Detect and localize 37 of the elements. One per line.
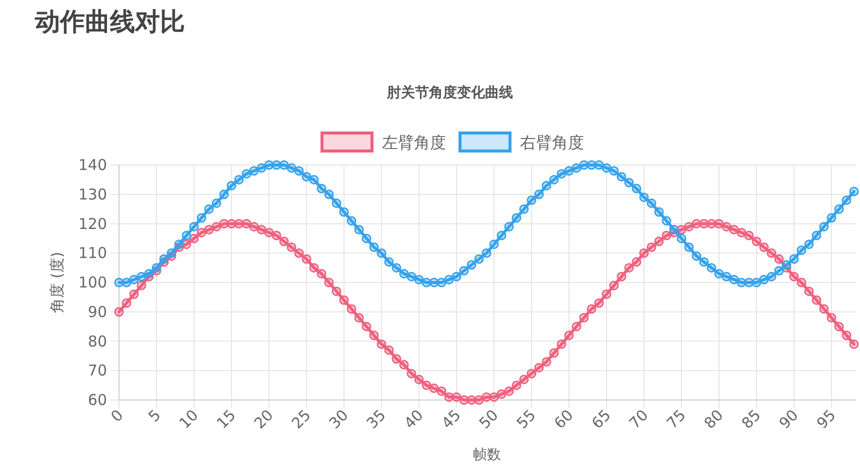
x-tick-label: 95	[813, 406, 840, 432]
y-tick-label: 70	[88, 362, 107, 380]
x-tick-label: 40	[400, 406, 427, 432]
x-tick-label: 75	[663, 406, 690, 432]
x-tick-label: 5	[144, 406, 164, 426]
x-tick-label: 0	[107, 406, 127, 426]
x-tick-label: 35	[363, 406, 390, 432]
legend-label: 左臂角度	[382, 133, 446, 152]
x-tick-label: 55	[513, 406, 540, 432]
legend-item: 右臂角度	[458, 132, 584, 152]
x-tick-label: 45	[438, 406, 464, 432]
y-tick-label: 60	[88, 391, 107, 409]
x-tick-label: 10	[176, 406, 202, 432]
x-axis-title: 帧数	[473, 447, 501, 463]
y-tick-label: 140	[78, 156, 107, 174]
legend-item: 左臂角度	[320, 132, 446, 152]
x-tick-label: 60	[550, 406, 577, 432]
x-tick-label: 20	[250, 406, 277, 432]
x-tick-label: 25	[288, 406, 314, 432]
y-tick-label: 130	[78, 185, 107, 204]
y-tick-label: 90	[88, 302, 107, 321]
x-tick-label: 90	[776, 406, 802, 432]
y-tick-label: 100	[78, 274, 107, 292]
legend-label: 右臂角度	[520, 133, 584, 152]
y-tick-label: 80	[88, 332, 107, 350]
x-tick-label: 15	[213, 406, 240, 432]
y-axis-title: 角度 (度)	[48, 252, 66, 314]
x-tick-label: 80	[700, 406, 727, 432]
x-tick-label: 85	[738, 406, 764, 432]
x-tick-label: 65	[588, 406, 614, 432]
x-tick-label: 30	[326, 406, 352, 432]
x-tick-label: 50	[476, 406, 502, 432]
x-tick-label: 70	[626, 406, 652, 432]
y-tick-label: 120	[78, 214, 107, 233]
chart-title: 动作曲线对比	[34, 7, 185, 36]
y-tick-label: 110	[78, 244, 107, 262]
chart-subtitle: 肘关节角度变化曲线	[386, 84, 513, 101]
